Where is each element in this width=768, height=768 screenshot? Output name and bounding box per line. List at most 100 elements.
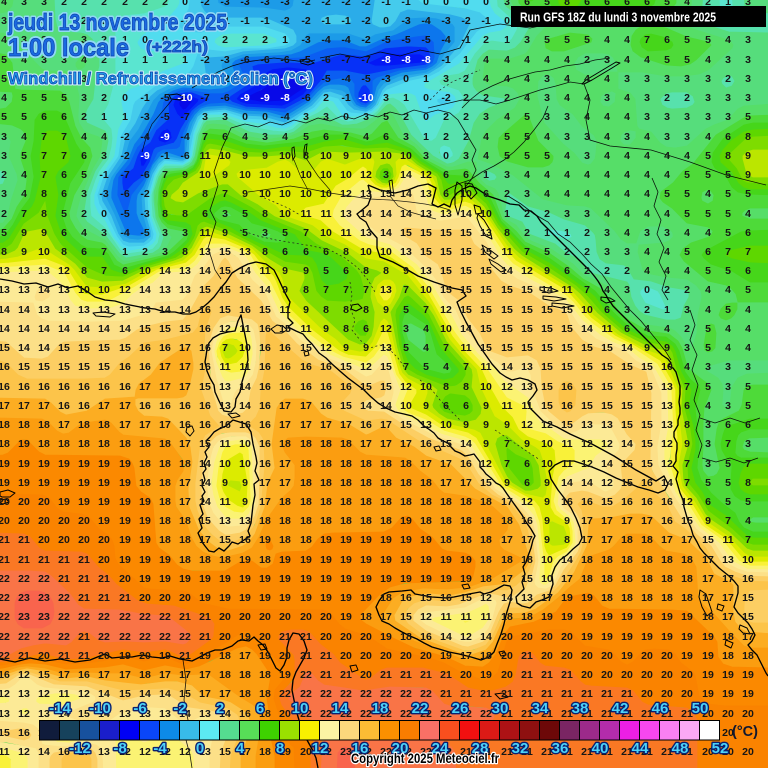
svg-text:14: 14 [239, 265, 251, 277]
svg-text:20: 20 [561, 650, 573, 662]
svg-text:16: 16 [279, 361, 291, 373]
svg-text:12: 12 [501, 381, 513, 393]
svg-text:19: 19 [641, 611, 653, 623]
svg-text:18: 18 [420, 477, 432, 489]
svg-text:4: 4 [705, 400, 711, 412]
svg-text:9: 9 [242, 477, 248, 489]
svg-text:19: 19 [18, 438, 30, 450]
svg-text:14: 14 [139, 688, 151, 700]
svg-text:2: 2 [122, 0, 128, 8]
svg-text:16: 16 [581, 496, 593, 508]
svg-text:14: 14 [400, 169, 412, 181]
svg-text:9: 9 [544, 534, 550, 546]
svg-text:21: 21 [601, 708, 613, 720]
svg-text:5: 5 [664, 54, 670, 66]
svg-text:21: 21 [501, 708, 513, 720]
svg-text:13: 13 [440, 208, 452, 220]
svg-text:22: 22 [340, 708, 352, 720]
svg-text:12: 12 [400, 381, 412, 393]
svg-text:11: 11 [219, 438, 230, 450]
svg-text:8: 8 [41, 188, 47, 200]
svg-text:19: 19 [420, 534, 432, 546]
svg-text:10: 10 [460, 188, 472, 200]
svg-text:13: 13 [0, 708, 10, 720]
svg-text:21: 21 [521, 746, 533, 758]
svg-text:18: 18 [420, 515, 432, 527]
svg-text:19: 19 [320, 554, 332, 566]
svg-text:17: 17 [199, 669, 211, 681]
svg-text:13: 13 [420, 265, 432, 277]
svg-text:19: 19 [601, 611, 613, 623]
svg-text:21: 21 [0, 554, 10, 566]
svg-text:12: 12 [0, 688, 10, 700]
svg-text:2: 2 [463, 73, 469, 85]
svg-text:19: 19 [320, 534, 332, 546]
svg-text:14: 14 [179, 708, 191, 720]
svg-text:2: 2 [584, 265, 590, 277]
svg-text:20: 20 [279, 611, 291, 623]
svg-text:5: 5 [745, 400, 751, 412]
svg-text:13: 13 [239, 246, 251, 258]
svg-text:14: 14 [98, 688, 110, 700]
svg-text:21: 21 [300, 631, 312, 643]
svg-text:9: 9 [242, 150, 248, 162]
svg-text:18: 18 [360, 611, 372, 623]
svg-text:19: 19 [0, 477, 10, 489]
svg-text:1: 1 [122, 73, 128, 85]
svg-text:21: 21 [18, 554, 30, 566]
svg-text:22: 22 [159, 631, 171, 643]
svg-text:3: 3 [705, 419, 711, 431]
svg-text:15: 15 [440, 284, 452, 296]
svg-text:17: 17 [501, 573, 513, 585]
svg-text:7: 7 [202, 131, 208, 143]
svg-text:19: 19 [681, 631, 693, 643]
svg-text:14: 14 [621, 438, 633, 450]
svg-text:15: 15 [139, 323, 151, 335]
svg-text:8: 8 [463, 381, 469, 393]
svg-text:13: 13 [380, 284, 392, 296]
svg-text:14: 14 [179, 304, 191, 316]
svg-text:9: 9 [504, 419, 510, 431]
svg-text:12: 12 [661, 438, 673, 450]
svg-text:4: 4 [544, 54, 550, 66]
svg-text:2: 2 [443, 111, 449, 123]
svg-text:3: 3 [725, 92, 731, 104]
svg-text:12: 12 [119, 284, 131, 296]
svg-text:22: 22 [18, 631, 30, 643]
svg-text:2: 2 [564, 246, 570, 258]
svg-text:18: 18 [480, 573, 492, 585]
svg-text:15: 15 [601, 342, 613, 354]
svg-text:18: 18 [480, 554, 492, 566]
svg-text:6: 6 [443, 188, 449, 200]
svg-text:19: 19 [139, 534, 151, 546]
svg-text:6: 6 [725, 419, 731, 431]
svg-text:14: 14 [380, 400, 392, 412]
svg-text:21: 21 [581, 688, 593, 700]
svg-text:8: 8 [182, 246, 188, 258]
svg-text:9: 9 [544, 265, 550, 277]
svg-text:8: 8 [81, 265, 87, 277]
svg-text:5: 5 [323, 265, 329, 277]
svg-text:2: 2 [101, 34, 107, 46]
svg-text:15: 15 [58, 342, 70, 354]
svg-text:3: 3 [21, 15, 27, 27]
svg-text:5: 5 [745, 381, 751, 393]
svg-text:15: 15 [561, 419, 573, 431]
svg-text:9: 9 [323, 323, 329, 335]
svg-text:21: 21 [199, 611, 211, 623]
svg-text:19: 19 [742, 669, 754, 681]
svg-text:3: 3 [101, 150, 107, 162]
svg-text:19: 19 [300, 554, 312, 566]
svg-text:52: 52 [712, 740, 729, 757]
svg-text:22: 22 [38, 631, 50, 643]
svg-text:19: 19 [300, 573, 312, 585]
svg-text:22: 22 [98, 611, 110, 623]
svg-text:18: 18 [641, 554, 653, 566]
svg-text:13: 13 [480, 227, 492, 239]
svg-text:40: 40 [592, 740, 609, 757]
svg-text:4: 4 [236, 740, 245, 757]
svg-text:18: 18 [661, 573, 673, 585]
svg-text:12: 12 [119, 746, 131, 758]
svg-text:2: 2 [142, 246, 148, 258]
svg-text:20: 20 [0, 515, 10, 527]
